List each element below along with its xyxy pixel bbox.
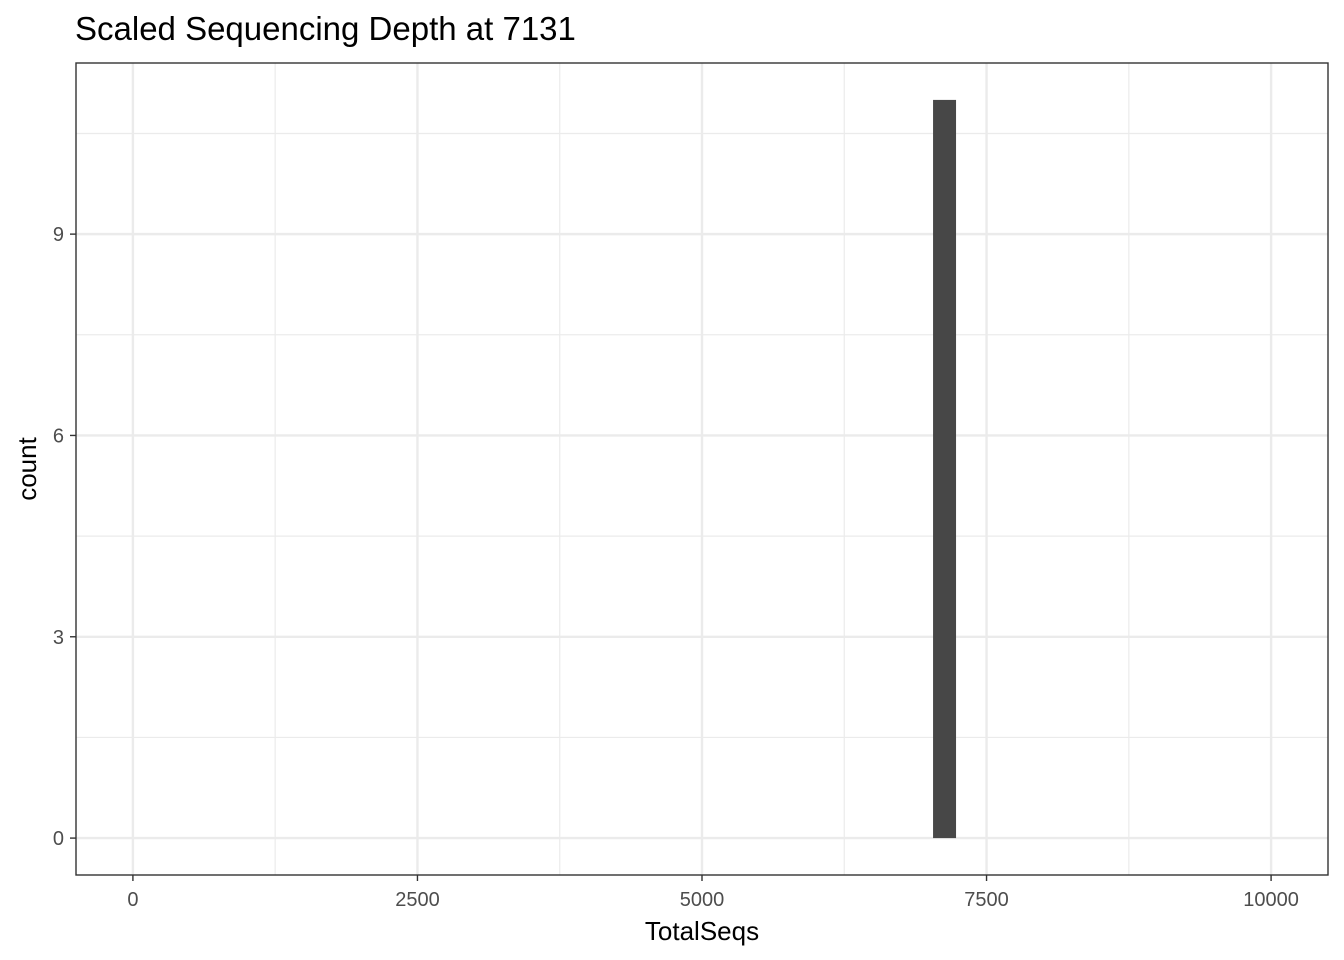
y-tick-label: 6 bbox=[53, 425, 64, 447]
x-tick-label: 7500 bbox=[964, 889, 1009, 911]
x-tick-label: 0 bbox=[127, 889, 138, 911]
grid-layer bbox=[76, 63, 1328, 875]
y-tick-label: 3 bbox=[53, 627, 64, 649]
x-axis-title: TotalSeqs bbox=[645, 916, 759, 946]
tick-layer: 0 2500 5000 7500 10000 0 3 6 9 bbox=[53, 224, 1299, 911]
y-tick-label: 0 bbox=[53, 828, 64, 850]
bar-layer bbox=[933, 99, 957, 839]
chart-title: Scaled Sequencing Depth at 7131 bbox=[75, 10, 576, 47]
y-tick-label: 9 bbox=[53, 224, 64, 246]
x-tick-label: 10000 bbox=[1243, 889, 1299, 911]
histogram-bar bbox=[933, 99, 957, 839]
x-tick-label: 5000 bbox=[680, 889, 725, 911]
y-axis-title: count bbox=[12, 436, 42, 500]
x-tick-label: 2500 bbox=[395, 889, 440, 911]
